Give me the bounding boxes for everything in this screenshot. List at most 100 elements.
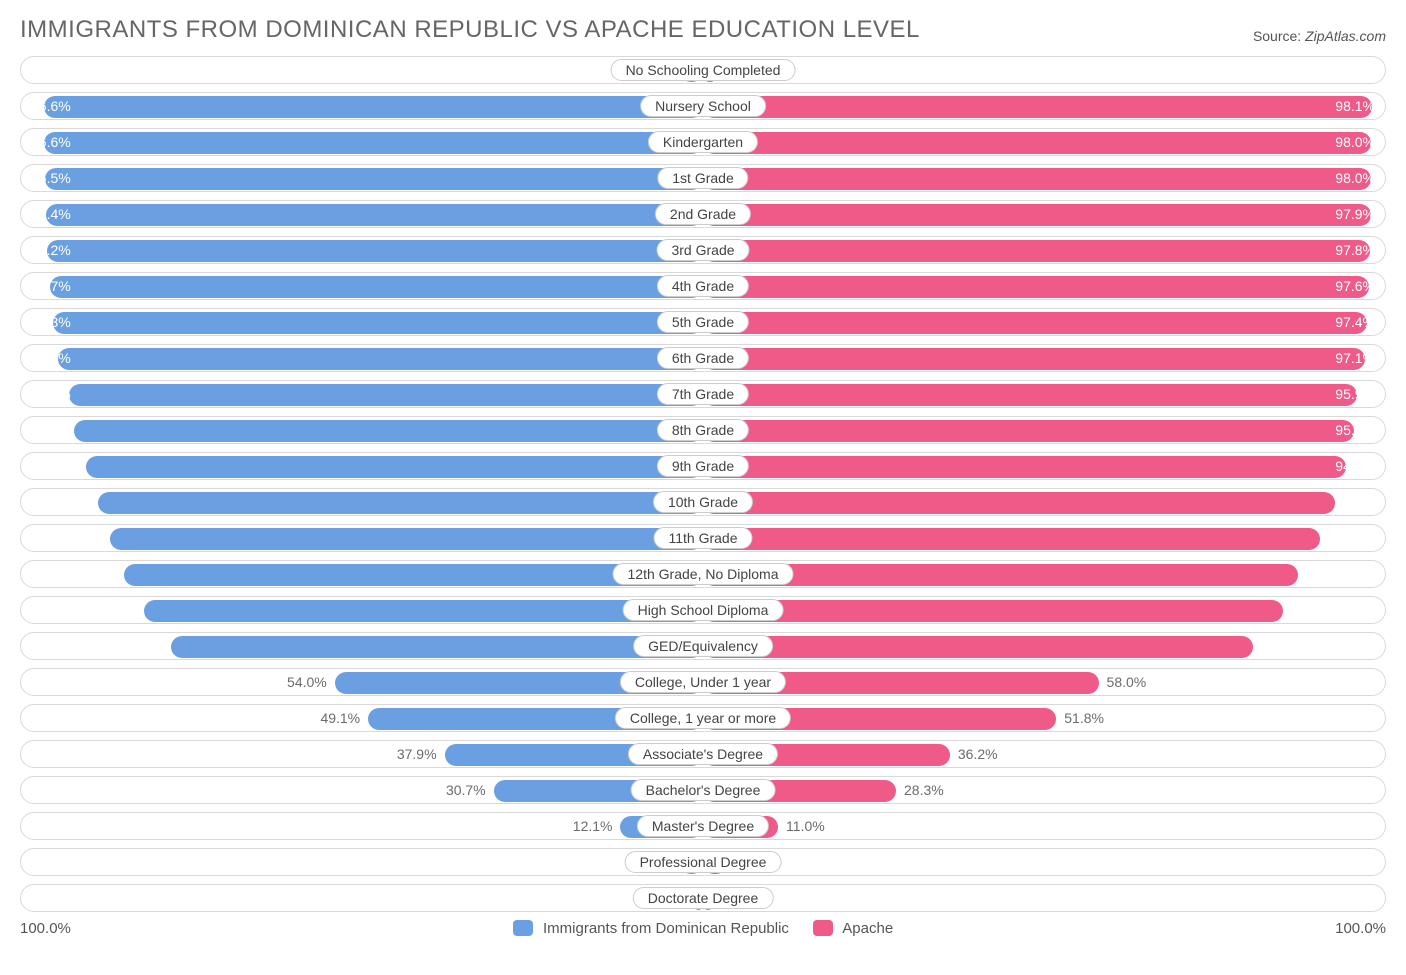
chart-row-left: 12.1% <box>21 813 703 839</box>
chart-row-right: 90.4% <box>703 525 1385 551</box>
chart-row-right: 28.3% <box>703 777 1385 803</box>
legend-label-right: Apache <box>842 920 893 937</box>
bar-value-left: 92.9% <box>31 386 71 402</box>
chart-row: 96.2%97.8%3rd Grade <box>20 236 1386 264</box>
chart-row-right: 92.6% <box>703 489 1385 515</box>
category-label: 5th Grade <box>657 311 749 333</box>
chart-row: 78.0% 80.7% GED/Equivalency <box>20 632 1386 660</box>
chart-row-right: 98.0% <box>703 129 1385 155</box>
category-label: No Schooling Completed <box>611 59 796 81</box>
bar-value-left: 96.5% <box>31 170 71 186</box>
bar-value-right: 97.1% <box>1335 350 1375 366</box>
chart-row-right: 94.3% <box>703 453 1385 479</box>
bar-right <box>703 312 1367 334</box>
bar-value-left: 92.3% <box>31 422 71 438</box>
chart-row-left: 95.7% <box>21 273 703 299</box>
bar-value-right: 80.7% <box>1335 638 1375 654</box>
category-label: College, Under 1 year <box>620 671 786 693</box>
axis-left-max: 100.0% <box>20 920 71 937</box>
bar-value-right: 98.0% <box>1335 170 1375 186</box>
chart-row: 3.4%3.5%Professional Degree <box>20 848 1386 876</box>
chart-row-left: 86.9% <box>21 525 703 551</box>
chart-row-left: 90.5% <box>21 453 703 479</box>
category-label: GED/Equivalency <box>633 635 773 657</box>
bar-left <box>47 240 703 262</box>
category-label: 4th Grade <box>657 275 749 297</box>
bar-left <box>86 456 703 478</box>
category-label: High School Diploma <box>623 599 784 621</box>
chart-row-left: 95.3% <box>21 309 703 335</box>
chart-row: 86.9%90.4%11th Grade <box>20 524 1386 552</box>
chart-row-left: 84.9% <box>21 561 703 587</box>
bar-value-right: 95.9% <box>1335 386 1375 402</box>
chart-row: 92.9%95.9%7th Grade <box>20 380 1386 408</box>
chart-row: 88.7%92.6%10th Grade <box>20 488 1386 516</box>
chart-row-right: 97.8% <box>703 237 1385 263</box>
category-label: Bachelor's Degree <box>631 779 776 801</box>
chart-row: 96.4%97.9%2nd Grade <box>20 200 1386 228</box>
bar-right <box>703 420 1354 442</box>
legend-swatch-left <box>513 920 533 936</box>
category-label: Master's Degree <box>637 815 769 837</box>
chart-row-right: 87.3% <box>703 561 1385 587</box>
bar-right <box>703 96 1372 118</box>
bar-right <box>703 348 1365 370</box>
legend-swatch-right <box>813 920 833 936</box>
chart-header: IMMIGRANTS FROM DOMINICAN REPUBLIC VS AP… <box>20 16 1386 44</box>
bar-value-right: 98.1% <box>1335 98 1375 114</box>
bar-value-right: 90.4% <box>1335 530 1375 546</box>
bar-left <box>50 276 703 298</box>
category-label: 3rd Grade <box>656 239 749 261</box>
chart-row: 30.7% 28.3%Bachelor's Degree <box>20 776 1386 804</box>
chart-row-left: 94.6% <box>21 345 703 371</box>
bar-value-right: 58.0% <box>1107 674 1147 690</box>
bar-value-left: 78.0% <box>31 638 71 654</box>
bar-value-left: 82.0% <box>31 602 71 618</box>
chart-row-right: 80.7% <box>703 633 1385 659</box>
category-label: College, 1 year or more <box>615 707 791 729</box>
bar-value-left: 84.9% <box>31 566 71 582</box>
bar-left <box>98 492 703 514</box>
legend: Immigrants from Dominican Republic Apach… <box>513 920 893 937</box>
bar-value-right: 94.3% <box>1335 458 1375 474</box>
bar-value-right: 95.5% <box>1335 422 1375 438</box>
source-label: Source: <box>1253 28 1301 44</box>
bar-left <box>69 384 703 406</box>
bar-value-right: 51.8% <box>1064 710 1104 726</box>
bar-value-left: 30.7% <box>446 782 486 798</box>
chart-row: 92.3%95.5%8th Grade <box>20 416 1386 444</box>
bar-left <box>58 348 703 370</box>
chart-row: 84.9% 87.3%12th Grade, No Diploma <box>20 560 1386 588</box>
bar-value-right: 97.6% <box>1335 278 1375 294</box>
chart-row: 90.5%94.3%9th Grade <box>20 452 1386 480</box>
category-label: Nursery School <box>640 95 766 117</box>
chart-row-right: 97.1% <box>703 345 1385 371</box>
bar-left <box>46 204 703 226</box>
chart-row: 82.0% 85.1% High School Diploma <box>20 596 1386 624</box>
bar-value-left: 96.6% <box>31 98 71 114</box>
chart-row-right: 97.6% <box>703 273 1385 299</box>
bar-value-left: 96.6% <box>31 134 71 150</box>
bar-right <box>703 456 1346 478</box>
bar-right <box>703 240 1370 262</box>
bar-value-right: 98.0% <box>1335 134 1375 150</box>
chart-row-left: 3.4% <box>21 57 703 83</box>
bar-left <box>110 528 703 550</box>
bar-value-right: 85.1% <box>1335 602 1375 618</box>
chart-row-left: 49.1% <box>21 705 703 731</box>
chart-row: 94.6%97.1%6th Grade <box>20 344 1386 372</box>
category-label: 1st Grade <box>657 167 748 189</box>
legend-item-left: Immigrants from Dominican Republic <box>513 920 789 937</box>
chart-row-left: 3.4% <box>21 849 703 875</box>
chart-row-left: 88.7% <box>21 489 703 515</box>
source-value: ZipAtlas.com <box>1305 28 1386 44</box>
bar-value-left: 37.9% <box>397 746 437 762</box>
chart-row-left: 96.2% <box>21 237 703 263</box>
bar-value-left: 94.6% <box>31 350 71 366</box>
chart-row-left: 92.3% <box>21 417 703 443</box>
bar-value-left: 95.3% <box>31 314 71 330</box>
bar-value-left: 90.5% <box>31 458 71 474</box>
bar-value-left: 96.4% <box>31 206 71 222</box>
category-label: 12th Grade, No Diploma <box>613 563 794 585</box>
chart-row-right: 98.1% <box>703 93 1385 119</box>
